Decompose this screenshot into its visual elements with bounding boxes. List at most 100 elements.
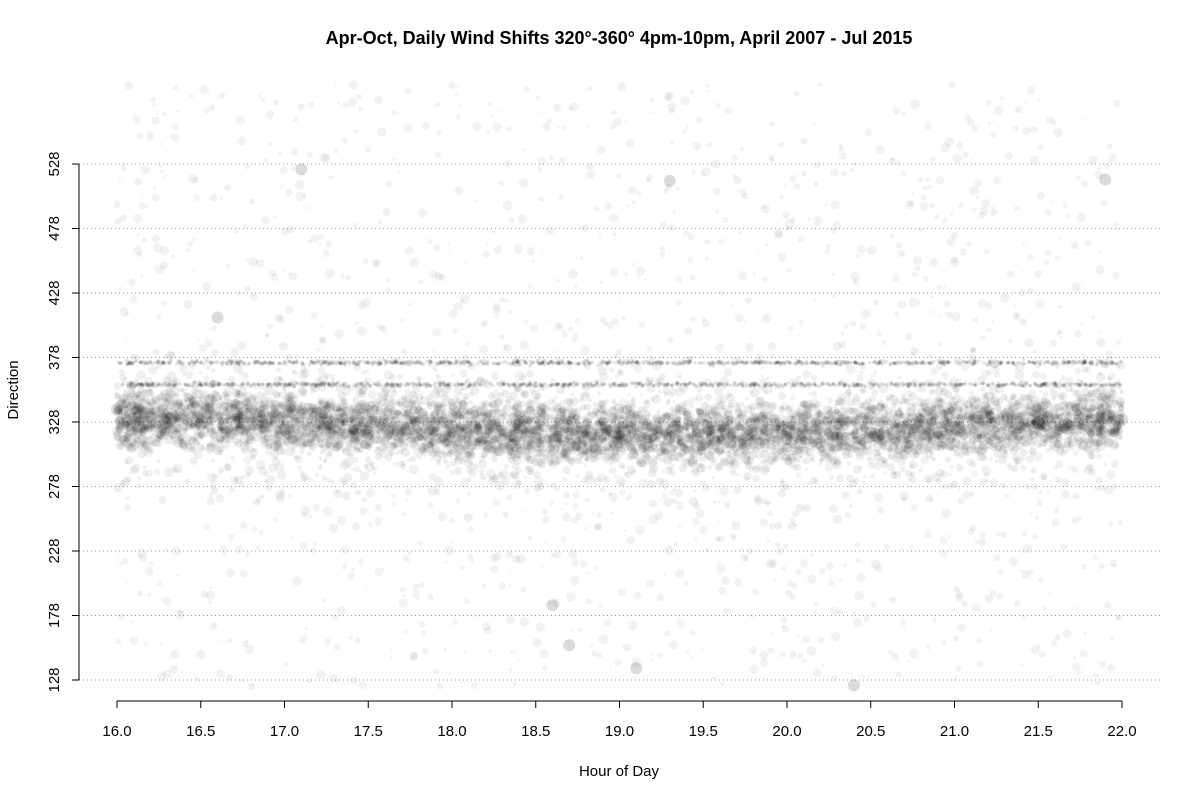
data-point: [250, 409, 260, 420]
data-point: [528, 440, 534, 446]
data-point: [909, 423, 916, 430]
data-point: [560, 448, 571, 459]
data-point: [639, 418, 648, 427]
data-point: [840, 431, 851, 442]
data-point: [881, 429, 890, 438]
data-point: [756, 437, 764, 445]
data-point: [573, 418, 579, 425]
data-point: [114, 416, 124, 426]
data-point: [819, 444, 825, 449]
data-point: [1003, 448, 1009, 454]
data-point: [729, 435, 737, 443]
data-point: [851, 432, 859, 440]
data-point: [755, 415, 765, 424]
data-point: [625, 431, 633, 439]
data-point: [461, 446, 466, 452]
data-point: [120, 409, 130, 419]
data-point: [440, 421, 451, 432]
data-point: [308, 402, 314, 408]
data-point: [905, 423, 912, 430]
data-point: [243, 416, 251, 424]
data-point: [365, 408, 376, 419]
data-point: [161, 427, 168, 434]
data-point: [588, 433, 598, 443]
data-point: [242, 429, 248, 434]
data-point: [1005, 433, 1012, 440]
data-point: [735, 423, 744, 432]
data-point: [817, 418, 826, 427]
data-point: [508, 438, 518, 449]
data-point: [739, 409, 747, 417]
data-point: [1039, 434, 1050, 444]
data-point: [669, 406, 675, 412]
data-point: [736, 413, 742, 419]
data-point: [707, 465, 712, 470]
data-point: [1053, 408, 1059, 414]
data-point: [412, 423, 423, 434]
data-point: [236, 409, 243, 417]
data-point: [813, 428, 821, 436]
data-point: [488, 423, 499, 434]
data-point: [351, 418, 356, 424]
data-point: [411, 422, 420, 431]
data-point: [686, 445, 696, 455]
data-point: [798, 446, 805, 453]
data-point: [170, 410, 179, 419]
data-point: [594, 441, 605, 452]
data-point: [1058, 393, 1065, 401]
data-point: [263, 418, 270, 425]
data-point: [933, 429, 944, 439]
data-point: [422, 410, 428, 416]
data-point: [258, 424, 268, 434]
data-point: [206, 429, 212, 435]
data-point: [711, 443, 720, 452]
data-point: [502, 425, 508, 431]
data-point: [675, 434, 684, 443]
data-point: [436, 432, 443, 439]
data-point: [941, 442, 950, 450]
data-point: [1001, 438, 1012, 449]
data-point: [424, 446, 431, 453]
data-point: [422, 410, 428, 416]
data-point: [300, 407, 308, 415]
data-point: [562, 451, 568, 457]
data-point: [300, 408, 309, 417]
data-point: [190, 422, 197, 430]
data-point: [788, 419, 797, 428]
data-point: [1048, 420, 1058, 430]
data-point: [230, 413, 241, 423]
data-point: [1042, 398, 1051, 408]
data-point: [936, 421, 946, 430]
data-point: [668, 430, 678, 440]
data-point: [985, 403, 991, 408]
data-point: [707, 409, 717, 420]
data-point: [740, 402, 745, 407]
data-point: [221, 411, 226, 416]
data-point: [529, 417, 535, 423]
data-points: [111, 80, 1128, 692]
data-point: [771, 444, 777, 450]
data-point: [661, 449, 667, 454]
data-point: [135, 415, 140, 420]
data-point: [868, 430, 875, 438]
data-point: [183, 413, 193, 423]
data-point: [526, 430, 536, 440]
data-point: [430, 410, 439, 419]
data-point: [324, 426, 329, 431]
data-point: [675, 420, 681, 426]
data-point: [775, 439, 782, 445]
data-point: [122, 398, 131, 408]
data-point: [442, 443, 449, 450]
data-point: [662, 412, 670, 420]
data-point: [746, 427, 757, 437]
data-point: [1096, 405, 1104, 412]
data-point: [304, 402, 313, 412]
data-point: [928, 449, 934, 455]
data-point: [135, 394, 141, 399]
data-point: [995, 404, 1002, 411]
data-point: [906, 447, 912, 452]
data-point: [159, 426, 170, 437]
data-point: [1065, 411, 1074, 420]
data-point: [950, 427, 960, 437]
data-point: [917, 421, 924, 428]
